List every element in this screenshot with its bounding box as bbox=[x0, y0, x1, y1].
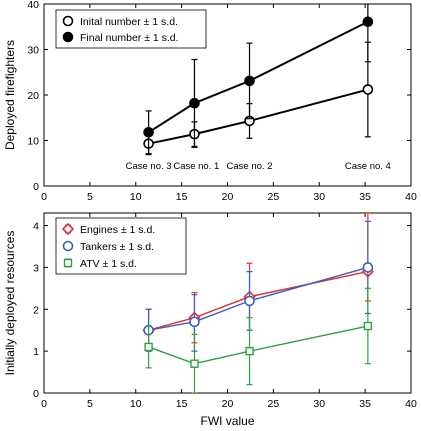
data-point bbox=[245, 346, 254, 356]
x-tick-label: 40 bbox=[405, 191, 417, 203]
data-point bbox=[363, 321, 373, 331]
data-point bbox=[189, 97, 200, 109]
x-tick-label: 0 bbox=[41, 398, 47, 410]
x-tick-label: 25 bbox=[268, 191, 280, 203]
x-tick-label: 15 bbox=[176, 191, 188, 203]
legend: Inital number ± 1 s.d. Final number ± 1 s… bbox=[55, 9, 207, 49]
x-tick-label: 10 bbox=[130, 191, 142, 203]
x-tick-label: 25 bbox=[268, 398, 280, 410]
x-tick-label: 20 bbox=[222, 398, 234, 410]
legend-entry: Final number ± 1 s.d. bbox=[80, 32, 179, 44]
case-annotation: Case no. 2 bbox=[227, 161, 273, 172]
y-tick-label: 10 bbox=[27, 136, 39, 148]
y-tick-label: 0 bbox=[33, 181, 39, 193]
y-tick-label: 3 bbox=[33, 262, 39, 274]
case-annotation: Case no. 1 bbox=[173, 161, 219, 172]
data-layer bbox=[143, 4, 374, 156]
y-tick-label: 30 bbox=[27, 45, 39, 57]
x-tick-label: 30 bbox=[313, 398, 325, 410]
x-tick-label: 5 bbox=[87, 398, 93, 410]
series-line bbox=[148, 20, 369, 134]
legend-entry: Inital number ± 1 s.d. bbox=[80, 16, 178, 28]
data-point bbox=[143, 127, 154, 138]
series-line bbox=[148, 88, 369, 145]
x-tick-label: 0 bbox=[41, 191, 47, 203]
series-line bbox=[148, 325, 369, 365]
legend-box bbox=[55, 9, 207, 49]
legend-marker bbox=[62, 31, 74, 43]
y-tick-label: 0 bbox=[33, 388, 39, 400]
data-point bbox=[189, 316, 200, 328]
legend-entry: ATV ± 1 s.d. bbox=[80, 258, 137, 270]
legend-marker bbox=[62, 15, 74, 27]
y-tick-label: 4 bbox=[33, 221, 39, 233]
x-axis-label: FWI value bbox=[200, 414, 254, 428]
data-layer bbox=[142, 213, 375, 393]
data-point bbox=[244, 295, 255, 307]
data-point bbox=[144, 342, 153, 352]
data-point bbox=[190, 359, 199, 368]
case-annotation: Case no. 3 bbox=[126, 161, 172, 172]
y-tick-label: 40 bbox=[27, 0, 39, 11]
legend-marker bbox=[61, 222, 75, 236]
y-axis-label: Deployed firefighters bbox=[3, 40, 17, 150]
data-point bbox=[362, 16, 374, 28]
x-tick-label: 30 bbox=[313, 191, 325, 203]
x-tick-label: 15 bbox=[176, 398, 188, 410]
series-0 bbox=[143, 41, 374, 156]
data-point bbox=[362, 84, 374, 95]
data-point bbox=[362, 262, 374, 273]
case-annotation: Case no. 4 bbox=[345, 161, 391, 172]
legend-entry: Tankers ± 1 s.d. bbox=[80, 241, 154, 253]
y-tick-label: 2 bbox=[33, 304, 39, 316]
x-tick-label: 5 bbox=[87, 191, 93, 203]
bottom-panel-resources: 0 5 10 15 20 25 30 35 40 0 1 2 3 4 Initially deployed … bbox=[3, 212, 417, 428]
legend-entry: Engines ± 1 s.d. bbox=[80, 224, 155, 236]
legend: Engines ± 1 s.d. Tankers ± 1 s.d. ATV ± 1 … bbox=[55, 217, 187, 275]
series-1 bbox=[143, 220, 374, 352]
y-axis-label: Initially deployed resources bbox=[3, 231, 17, 376]
y-tick-label: 20 bbox=[27, 90, 39, 102]
series-1 bbox=[143, 4, 374, 155]
series-2 bbox=[144, 287, 373, 393]
series-line bbox=[148, 270, 369, 331]
legend-marker bbox=[63, 258, 73, 268]
legend-box bbox=[55, 217, 187, 275]
top-panel-firefighters: 0 5 10 15 20 25 30 35 40 0 10 20 30 40 Deployed firefi… bbox=[3, 0, 417, 203]
x-tick-label: 35 bbox=[359, 398, 371, 410]
x-tick-label: 35 bbox=[359, 191, 371, 203]
series-line bbox=[148, 266, 369, 331]
x-tick-label: 20 bbox=[222, 191, 234, 203]
legend-marker bbox=[62, 240, 74, 252]
data-point bbox=[244, 75, 255, 87]
y-tick-label: 1 bbox=[33, 346, 39, 358]
x-tick-label: 40 bbox=[405, 398, 417, 410]
x-tick-label: 10 bbox=[130, 398, 142, 410]
